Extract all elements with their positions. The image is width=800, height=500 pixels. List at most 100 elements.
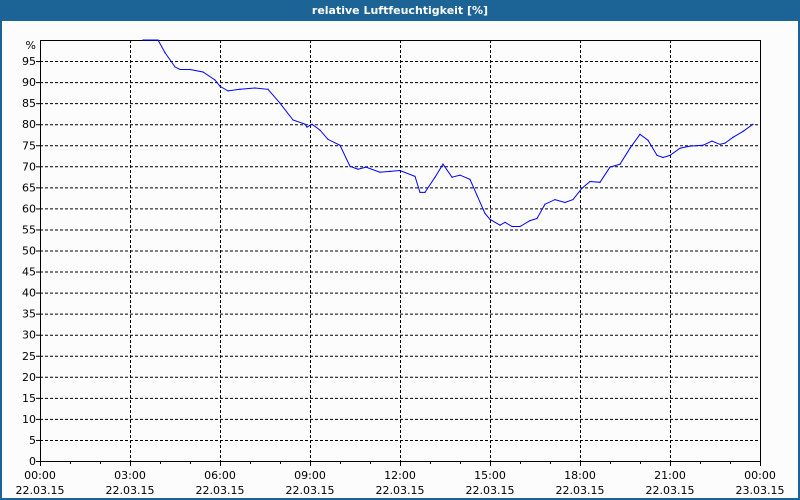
y-tick-label: 5: [29, 434, 36, 447]
y-tick-label: 55: [22, 223, 36, 236]
data-point: [157, 39, 159, 41]
data-point: [669, 154, 671, 156]
y-axis-unit-label: %: [26, 39, 36, 52]
x-tick-date-label: 22.03.15: [556, 484, 605, 497]
x-tick-date-label: 22.03.15: [16, 484, 65, 497]
y-tick-label: 85: [22, 97, 36, 110]
data-point: [554, 198, 556, 201]
data-point: [536, 217, 538, 220]
x-tick-time-label: 09:00: [294, 469, 326, 482]
data-point: [357, 168, 359, 170]
data-point: [484, 212, 486, 215]
data-point: [424, 191, 426, 194]
y-tick-label: 90: [22, 76, 36, 89]
y-tick-label: 50: [22, 245, 36, 258]
data-point: [142, 39, 144, 41]
data-point: [365, 166, 367, 168]
data-point: [489, 218, 491, 220]
x-tick-date-label: 22.03.15: [646, 484, 695, 497]
y-tick-label: 0: [29, 455, 36, 468]
data-point: [581, 187, 583, 189]
data-point: [304, 123, 306, 125]
y-tick-label: 20: [22, 371, 36, 384]
data-point: [339, 144, 341, 146]
x-tick-time-label: 21:00: [654, 469, 686, 482]
data-point: [214, 79, 216, 81]
data-point: [589, 180, 591, 183]
data-point: [311, 123, 313, 125]
data-point: [711, 140, 713, 142]
data-point: [319, 129, 321, 131]
data-point: [656, 154, 658, 156]
data-point: [742, 130, 744, 132]
x-tick-time-label: 03:00: [114, 469, 146, 482]
data-point: [434, 176, 436, 178]
data-point: [679, 147, 681, 149]
window-title: relative Luftfeuchtigkeit [%]: [0, 0, 800, 21]
data-point: [719, 143, 721, 146]
data-point: [399, 169, 401, 172]
x-tick-date-label: 22.03.15: [106, 484, 155, 497]
data-point: [202, 71, 204, 73]
plot-frame: [40, 40, 761, 462]
y-tick-label: 75: [22, 139, 36, 152]
data-point: [519, 225, 521, 228]
x-tick-time-label: 18:00: [564, 469, 596, 482]
y-tick-label: 25: [22, 350, 36, 363]
data-point: [279, 102, 281, 104]
data-point: [306, 126, 308, 128]
y-tick-label: 80: [22, 118, 36, 131]
humidity-series-line: [143, 39, 754, 227]
x-tick-date-label: 22.03.15: [196, 484, 245, 497]
data-point: [239, 88, 241, 90]
data-point: [724, 142, 726, 144]
data-point: [702, 144, 704, 146]
data-point: [529, 220, 531, 222]
y-tick-label: 15: [22, 392, 36, 405]
data-point: [179, 68, 181, 71]
x-tick-date-label: 22.03.15: [286, 484, 335, 497]
y-tick-label: 45: [22, 266, 36, 279]
data-point: [469, 178, 471, 180]
data-point: [639, 133, 641, 135]
y-tick-label: 40: [22, 287, 36, 300]
x-tick-date-label: 22.03.15: [466, 484, 515, 497]
data-point: [599, 181, 601, 183]
data-point: [389, 170, 391, 172]
data-point: [442, 163, 444, 165]
data-point: [544, 203, 546, 205]
data-point: [267, 88, 269, 90]
x-tick-date-label: 22.03.15: [376, 484, 425, 497]
x-tick-time-label: 15:00: [474, 469, 506, 482]
data-point: [647, 139, 649, 141]
y-tick-label: 10: [22, 413, 36, 426]
data-point: [459, 174, 461, 176]
x-tick-date-label: 23.03.15: [736, 484, 785, 497]
data-point: [414, 175, 416, 178]
data-point: [227, 90, 229, 92]
y-tick-label: 30: [22, 329, 36, 342]
x-tick-time-label: 06:00: [204, 469, 236, 482]
data-point: [292, 119, 294, 121]
x-tick-time-label: 00:00: [24, 469, 56, 482]
data-point: [619, 163, 621, 165]
data-point: [476, 194, 478, 196]
y-tick-label: 35: [22, 308, 36, 321]
data-point: [689, 145, 691, 147]
data-point: [219, 85, 221, 87]
data-point: [349, 165, 351, 167]
x-tick-time-label: 00:00: [744, 469, 776, 482]
data-point: [511, 225, 513, 228]
data-point: [451, 176, 453, 178]
y-tick-label: 95: [22, 55, 36, 68]
data-point: [499, 224, 501, 226]
data-point: [564, 201, 566, 204]
data-point: [609, 166, 611, 168]
y-tick-label: 65: [22, 181, 36, 194]
data-point: [629, 147, 631, 149]
data-point: [419, 191, 421, 194]
data-point: [504, 221, 506, 223]
y-tick-label: 70: [22, 160, 36, 173]
